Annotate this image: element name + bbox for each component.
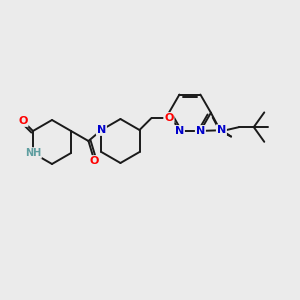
Text: N: N — [97, 125, 106, 135]
Text: NH: NH — [25, 148, 41, 158]
Text: N: N — [196, 126, 205, 136]
Text: O: O — [164, 113, 174, 123]
Text: O: O — [18, 116, 28, 126]
Text: O: O — [90, 156, 99, 166]
Text: N: N — [175, 126, 184, 136]
Text: N: N — [217, 125, 226, 135]
